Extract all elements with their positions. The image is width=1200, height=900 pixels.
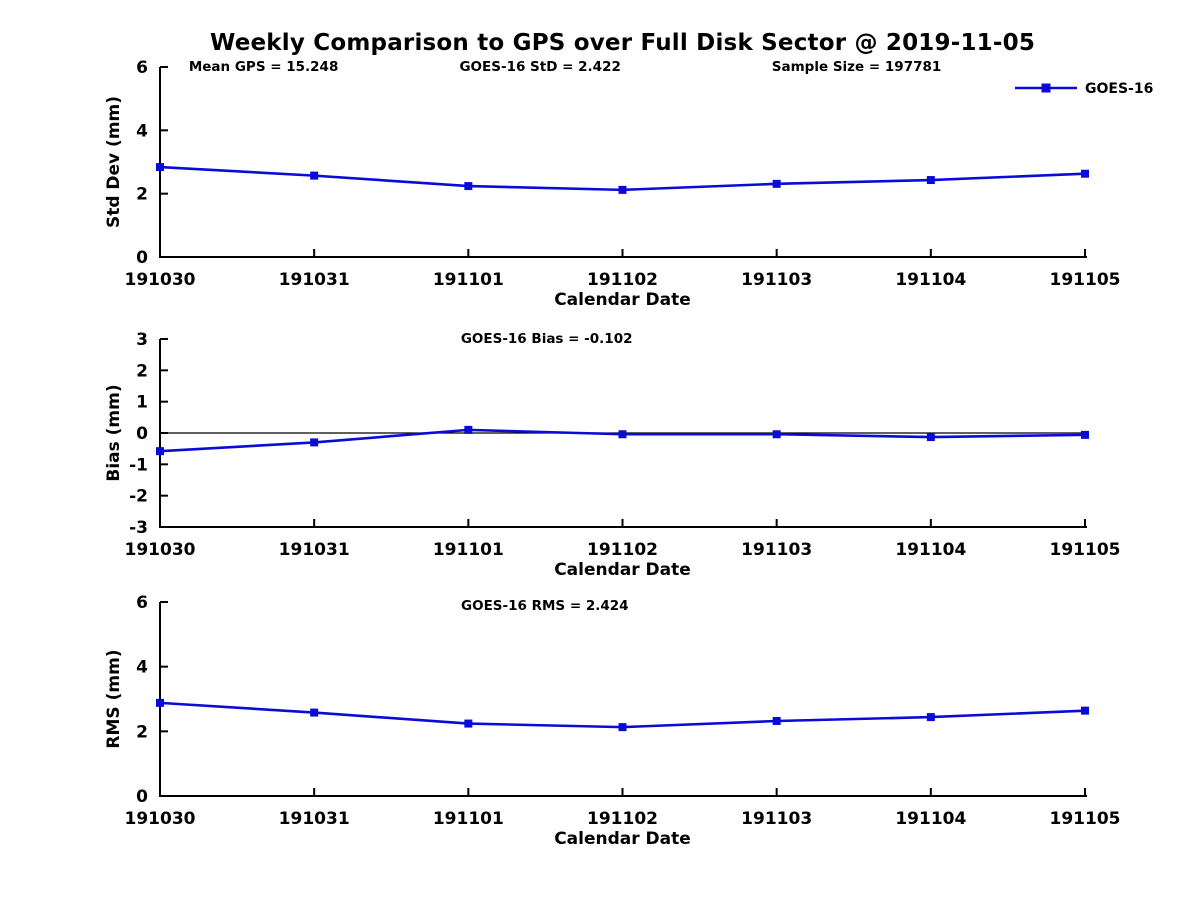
panel-bias-data-point-marker bbox=[772, 430, 781, 439]
panel-rms-data-point-marker bbox=[618, 723, 627, 732]
panel-bias-x-tick-label: 191103 bbox=[741, 540, 812, 560]
panel-bias-x-tick-label: 191104 bbox=[895, 540, 966, 560]
panel-bias-x-tick-label: 191101 bbox=[433, 540, 504, 560]
panel-rms-x-tick-label: 191030 bbox=[125, 809, 196, 829]
panel-std-dev-annotation: Sample Size = 197781 bbox=[772, 59, 941, 75]
panel-rms-data-point-marker bbox=[156, 698, 164, 707]
panel-std-dev-y-axis-label: Std Dev (mm) bbox=[104, 96, 124, 228]
panel-std-dev-data-point-marker bbox=[618, 185, 627, 194]
panel-rms-y-tick-label: 6 bbox=[136, 593, 148, 613]
panel-rms-data-point-marker bbox=[464, 719, 473, 728]
panel-bias-data-point-marker bbox=[618, 430, 627, 439]
panel-bias-y-tick-label: -1 bbox=[129, 455, 148, 475]
panel-std-dev-data-point-marker bbox=[464, 182, 473, 191]
panel-bias-y-tick-label: 0 bbox=[136, 424, 148, 444]
panel-std-dev-x-tick-label: 191101 bbox=[433, 270, 504, 290]
chart-title: Weekly Comparison to GPS over Full Disk … bbox=[209, 30, 1036, 56]
panel-rms-x-tick-label: 191105 bbox=[1050, 809, 1121, 829]
panel-rms-x-tick-label: 191103 bbox=[741, 809, 812, 829]
panel-rms-annotation: GOES-16 RMS = 2.424 bbox=[461, 598, 629, 614]
panel-rms-x-tick-label: 191102 bbox=[587, 809, 658, 829]
panel-std-dev-y-tick-label: 2 bbox=[136, 185, 148, 205]
panel-bias-y-tick-label: -2 bbox=[129, 487, 148, 507]
panel-bias-x-tick-label: 191102 bbox=[587, 540, 658, 560]
panel-rms-data-point-marker bbox=[1081, 706, 1089, 715]
panel-rms-data-point-marker bbox=[926, 713, 935, 722]
panel-std-dev-x-tick-label: 191031 bbox=[279, 270, 350, 290]
panel-bias-data-point-marker bbox=[1081, 430, 1089, 439]
panel-rms-x-tick-label: 191101 bbox=[433, 809, 504, 829]
panel-std-dev-x-tick-label: 191030 bbox=[125, 270, 196, 290]
panel-std-dev-annotation: GOES-16 StD = 2.422 bbox=[459, 59, 620, 75]
panel-std-dev-y-tick-label: 4 bbox=[136, 121, 148, 141]
panel-rms-y-axis-label: RMS (mm) bbox=[104, 649, 124, 748]
panel-std-dev-annotation: Mean GPS = 15.248 bbox=[189, 59, 339, 75]
panel-std-dev-x-tick-label: 191103 bbox=[741, 270, 812, 290]
panel-std-dev-data-point-marker bbox=[156, 163, 164, 172]
panel-bias-data-point-marker bbox=[926, 433, 935, 442]
legend-label: GOES-16 bbox=[1085, 81, 1153, 97]
panel-bias-y-tick-label: 2 bbox=[136, 361, 148, 381]
panel-std-dev-data-point-marker bbox=[310, 171, 319, 180]
panel-std-dev-data-point-marker bbox=[772, 179, 781, 188]
panel-rms-data-point-marker bbox=[310, 708, 319, 717]
panel-std-dev-y-tick-label: 6 bbox=[136, 58, 148, 78]
panel-rms-x-tick-label: 191104 bbox=[895, 809, 966, 829]
panel-std-dev-data-point-marker bbox=[1081, 169, 1089, 178]
panel-rms-y-tick-label: 0 bbox=[136, 787, 148, 807]
panel-bias-y-tick-label: -3 bbox=[129, 518, 148, 538]
panel-bias-x-tick-label: 191105 bbox=[1050, 540, 1121, 560]
panel-bias-data-point-marker bbox=[464, 425, 473, 434]
panel-std-dev-x-tick-label: 191105 bbox=[1050, 270, 1121, 290]
panel-std-dev-data-point-marker bbox=[926, 176, 935, 185]
panel-rms-y-tick-label: 2 bbox=[136, 722, 148, 742]
legend-marker-sample bbox=[1041, 83, 1051, 93]
panel-bias-x-tick-label: 191030 bbox=[125, 540, 196, 560]
panel-bias-y-tick-label: 3 bbox=[136, 330, 148, 350]
panel-bias-data-point-marker bbox=[156, 447, 164, 456]
panel-bias-x-tick-label: 191031 bbox=[279, 540, 350, 560]
panel-bias-y-tick-label: 1 bbox=[136, 393, 148, 413]
panel-std-dev-y-tick-label: 0 bbox=[136, 248, 148, 268]
panel-rms-x-tick-label: 191031 bbox=[279, 809, 350, 829]
panel-bias-annotation: GOES-16 Bias = -0.102 bbox=[461, 331, 633, 347]
panel-bias-y-axis-label: Bias (mm) bbox=[104, 384, 124, 481]
panel-rms-data-point-marker bbox=[772, 716, 781, 725]
panel-rms-x-axis-label: Calendar Date bbox=[554, 829, 691, 849]
panel-bias-data-point-marker bbox=[310, 438, 319, 447]
panel-std-dev-x-tick-label: 191102 bbox=[587, 270, 658, 290]
panel-rms-y-tick-label: 4 bbox=[136, 658, 148, 678]
panel-std-dev-x-tick-label: 191104 bbox=[895, 270, 966, 290]
panel-std-dev-x-axis-label: Calendar Date bbox=[554, 290, 691, 310]
panel-bias-x-axis-label: Calendar Date bbox=[554, 560, 691, 580]
